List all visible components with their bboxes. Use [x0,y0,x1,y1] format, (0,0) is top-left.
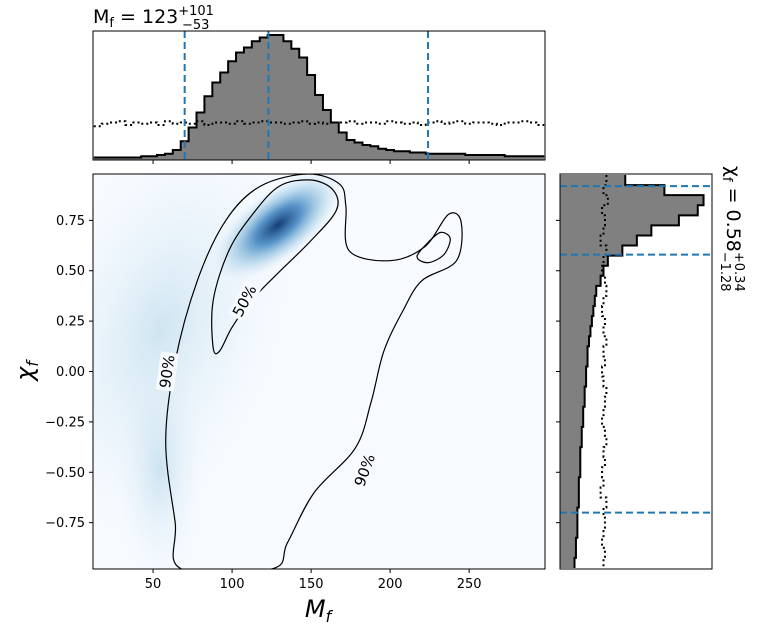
contour-50-line [211,179,339,355]
density-haze [93,174,292,534]
contour-label-50-bg [227,279,262,322]
xtick-label-1: 100 [220,577,245,592]
posterior-fill [93,35,545,160]
right-prior-outline [599,175,609,568]
top-marginal-frame [92,30,546,161]
contour-90-line [165,174,463,569]
top-marginal-title: Mf = 123+101 −53 [93,4,214,33]
xtick-label-3: 200 [378,577,403,592]
ytick-label-2: 0.25 [56,315,85,330]
xtick-label-2: 150 [299,577,324,592]
density-peak [212,174,344,281]
contour-label-90-left: 90% [156,354,178,390]
density-tail [115,350,205,569]
contour-label-90-left-bg [155,351,179,392]
y-axis-label: χf [11,359,42,383]
xtick-label-0: 50 [145,577,162,592]
joint-panel: 90%50%90% 50 100 150 200 2500.750.500.250.00… [11,173,546,626]
contour-90-island [416,231,451,264]
x-axis-label: Mf [305,595,334,626]
ytick-label-3: 0.00 [56,365,85,380]
xtick-label-4: 250 [457,577,482,592]
ytick-label-5: −0.50 [45,466,85,481]
contour-label-90-right-bg [349,449,380,492]
prior-outline [93,120,545,128]
ytick-label-6: −0.75 [45,516,85,531]
ytick-label-4: −0.25 [45,415,85,430]
right-posterior-outline [573,175,705,568]
right-posterior-fill [560,175,704,568]
right-marginal-frame [559,173,713,570]
right-marginal-title: χf = 0.58+0.34−1.28 [717,166,746,292]
joint-axes: 50 100 150 200 250 0.75 0.50 0.25 0.00 −0.25 −0.50… [11,214,482,626]
top-marginal-panel [93,31,545,164]
posterior-outline [93,34,545,159]
ytick-label-0: 0.75 [56,214,85,229]
ytick-label-1: 0.50 [56,264,85,279]
right-marginal-panel [556,175,712,568]
